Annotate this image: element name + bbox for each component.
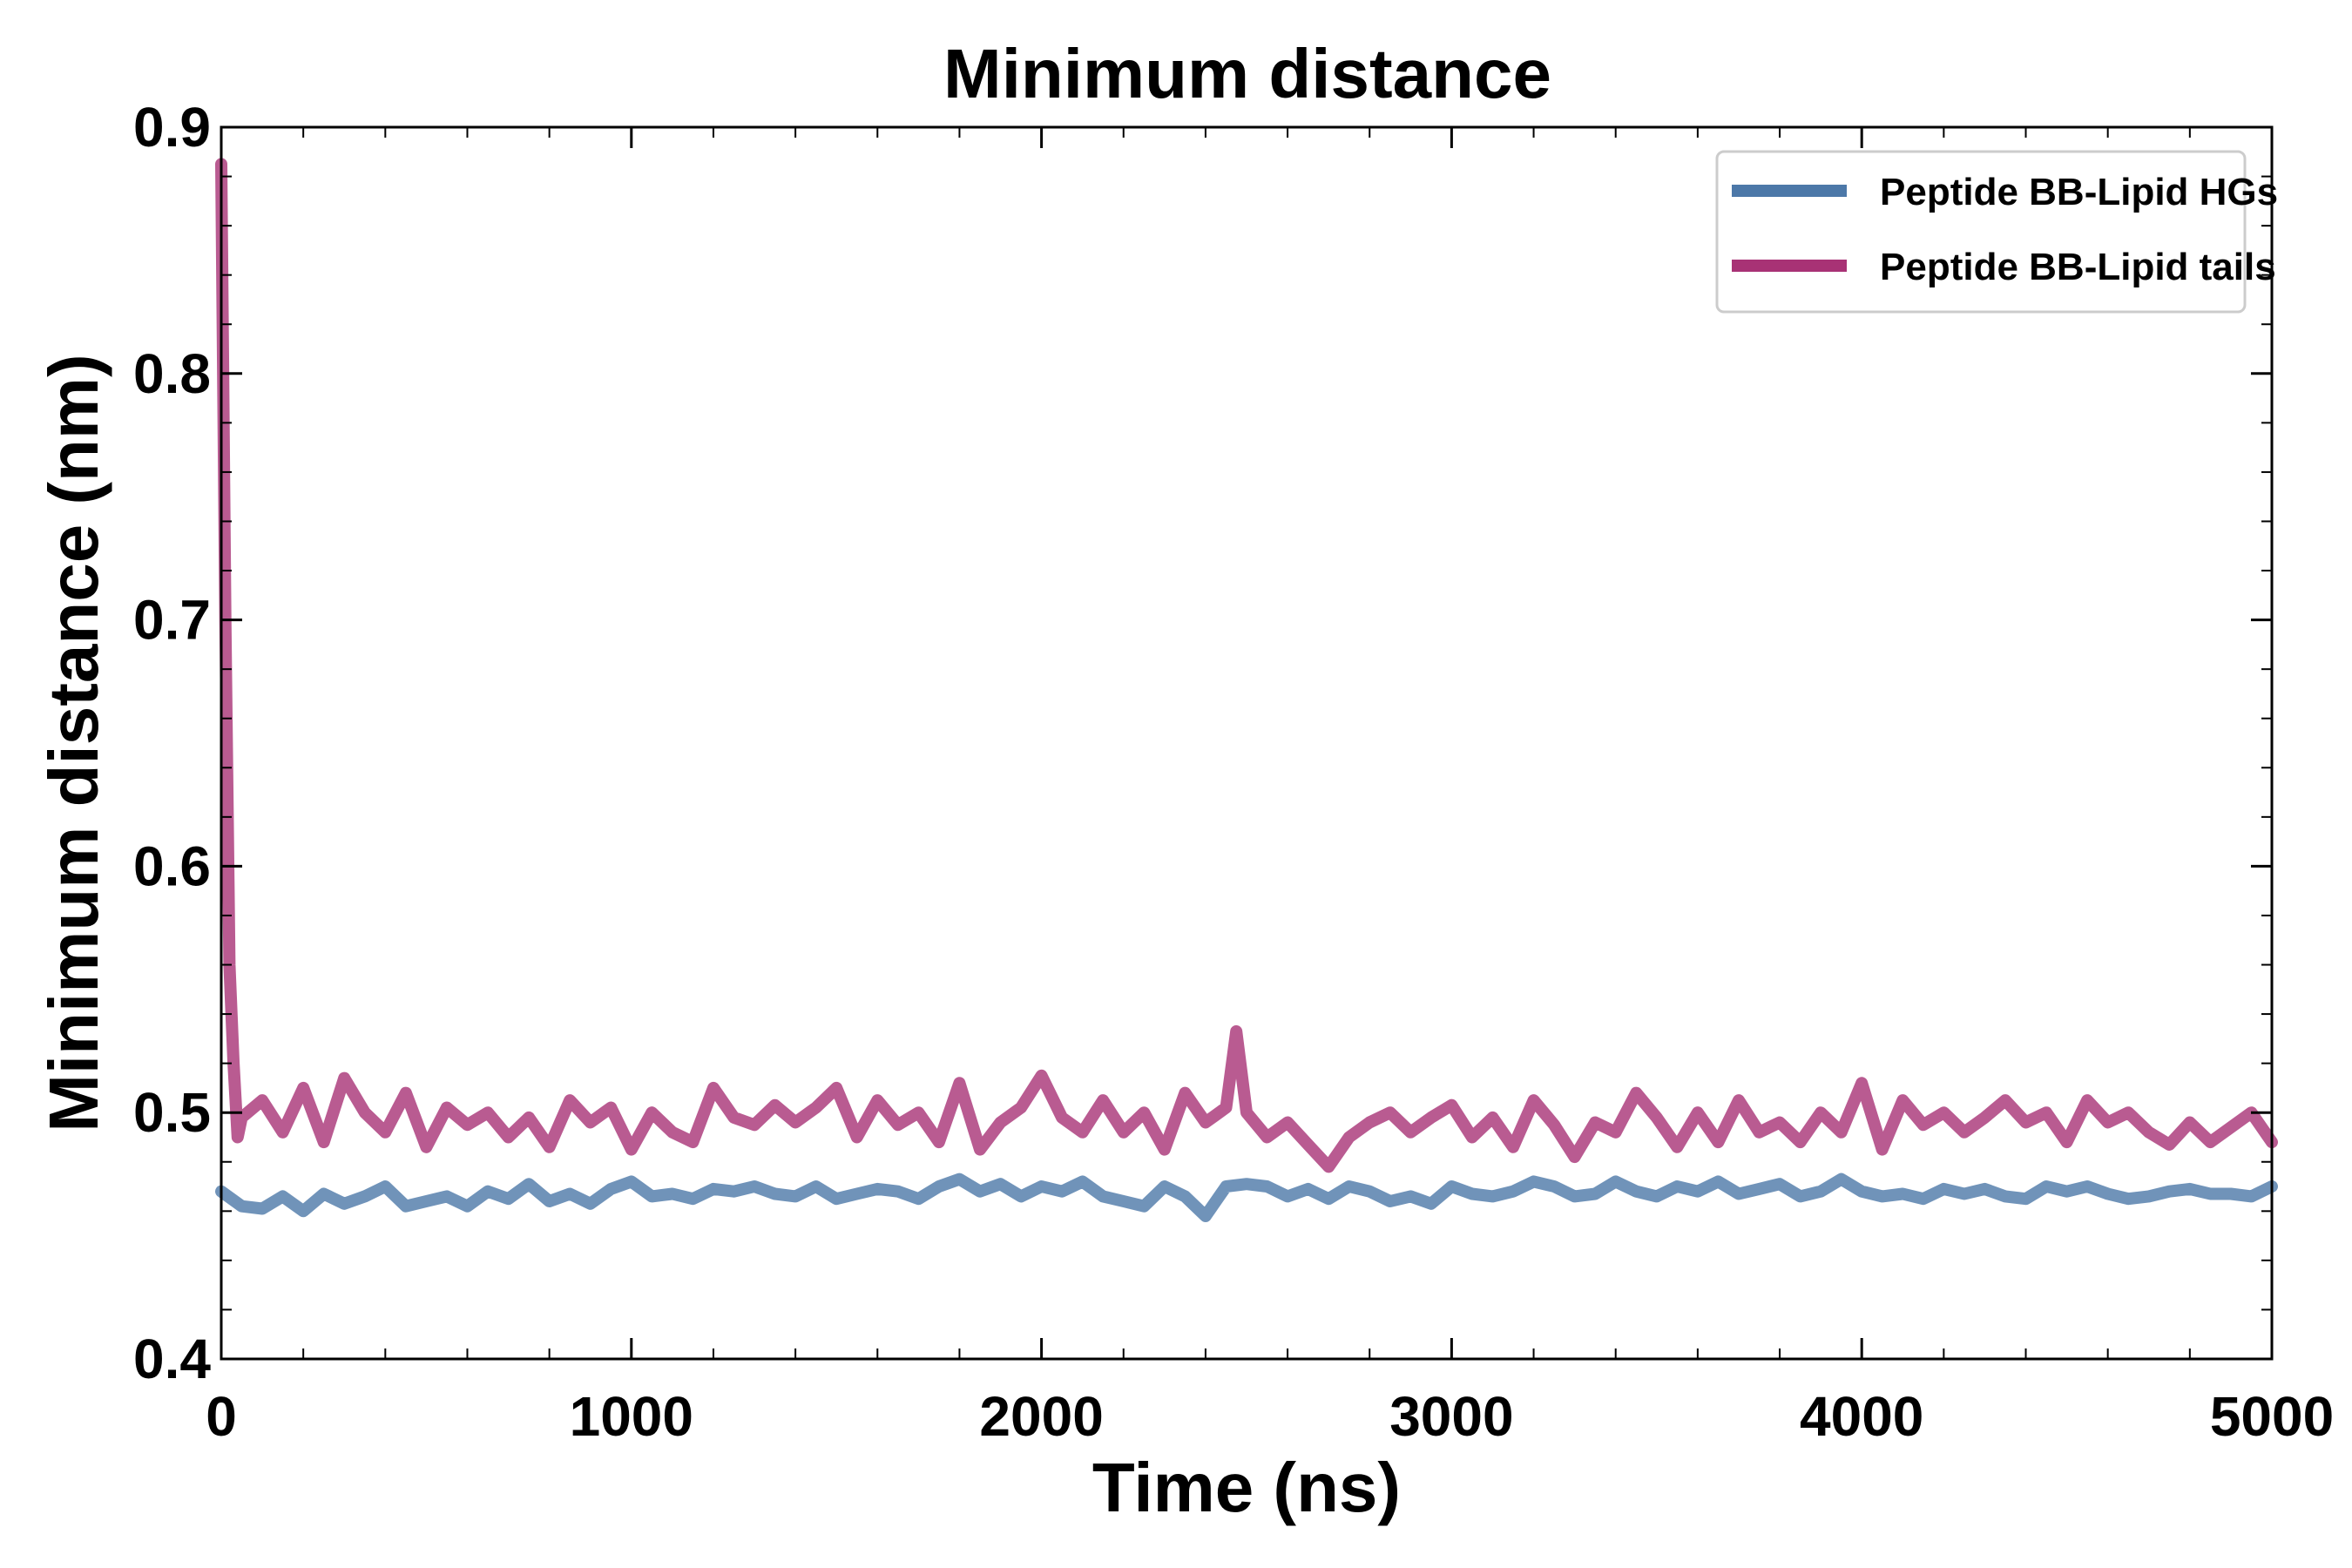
- chart-title: Minimum distance: [943, 35, 1551, 112]
- x-tick-label: 1000: [570, 1385, 693, 1448]
- legend-box: [1715, 150, 2247, 314]
- tick-label-layer: 0 1000 2000 3000 4000 5000 0.4 0.5 0.6 0.7 0.8 0.9: [133, 96, 2334, 1448]
- x-tick-label: 0: [206, 1385, 237, 1448]
- series-line-0: [215, 1173, 2278, 1222]
- x-tick-label: 4000: [1800, 1385, 1923, 1448]
- x-tick-label: 2000: [979, 1385, 1103, 1448]
- y-tick-label: 0.4: [133, 1328, 211, 1390]
- y-tick-label: 0.8: [133, 342, 211, 405]
- tick-layer: [220, 125, 2274, 1361]
- legend-label-tails: Peptide BB-Lipid tails: [1880, 246, 2276, 288]
- legend-label-hgs: Peptide BB-Lipid HGs: [1880, 171, 2278, 213]
- y-tick-label: 0.5: [133, 1081, 211, 1144]
- y-tick-label: 0.9: [133, 96, 211, 159]
- y-axis-label: Minimum distance (nm): [35, 354, 112, 1132]
- x-tick-label: 5000: [2210, 1385, 2334, 1448]
- series-line-1: [215, 158, 2278, 1173]
- plot-frame: [220, 125, 2274, 1361]
- x-tick-label: 3000: [1389, 1385, 1513, 1448]
- y-tick-label: 0.6: [133, 835, 211, 897]
- x-axis-label: Time (ns): [1092, 1449, 1401, 1526]
- legend: Peptide BB-Lipid HGs Peptide BB-Lipid ta…: [1715, 150, 2278, 314]
- series-layer: [215, 158, 2278, 1222]
- y-tick-label: 0.7: [133, 589, 211, 652]
